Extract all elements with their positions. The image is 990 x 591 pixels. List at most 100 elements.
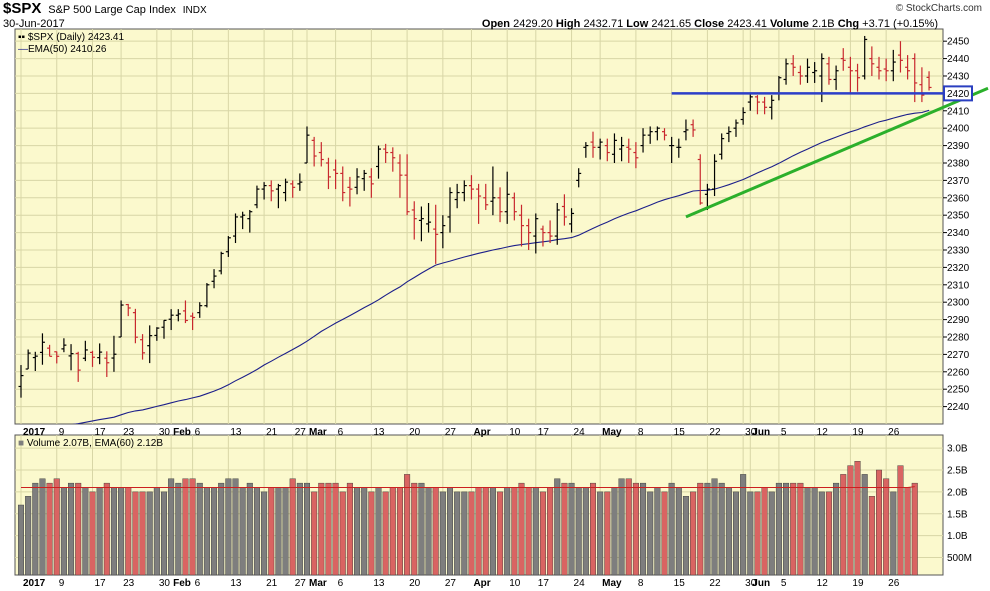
ohlc-bar	[118, 300, 124, 338]
price-x-label: 20	[409, 427, 421, 438]
ohlc-bar	[154, 327, 160, 341]
volume-bar	[418, 482, 425, 576]
volume-x-label: Feb	[173, 578, 191, 589]
price-x-label: 12	[817, 427, 829, 438]
ohlc-bar	[376, 145, 381, 179]
volume-bar	[718, 482, 725, 576]
volume-bar	[497, 491, 504, 576]
ohlc-bar	[147, 325, 153, 364]
volume-bar	[511, 487, 518, 576]
ohlc-bar	[54, 351, 60, 364]
volume-bar	[554, 478, 561, 576]
volume-bar	[125, 487, 132, 576]
volume-tick-label: 2.5B	[947, 466, 968, 477]
volume-bar	[868, 496, 875, 576]
price-x-label: 22	[709, 427, 721, 438]
volume-x-label: 2017	[23, 578, 46, 589]
price-tick-label: 2280	[947, 332, 970, 343]
ohlc-bar	[318, 142, 324, 167]
ohlc-bar	[733, 119, 739, 137]
volume-ema60-line	[21, 486, 915, 488]
ohlc-bar	[783, 58, 789, 85]
price-tick-label: 2320	[947, 263, 970, 274]
ohlc-bar	[919, 67, 925, 103]
volume-x-label: Apr	[473, 578, 490, 589]
price-x-label: Jun	[752, 427, 770, 438]
volume-bar	[282, 487, 289, 576]
price-x-label: 26	[888, 427, 900, 438]
volume-bar	[32, 482, 39, 576]
ohlc-bar	[526, 218, 532, 250]
volume-bar	[725, 487, 732, 576]
volume-bar	[218, 482, 225, 576]
volume-bar	[790, 482, 797, 576]
volume-x-label: 27	[295, 578, 307, 589]
volume-bar	[296, 482, 303, 576]
price-legend-label: $SPX (Daily) 2423.41	[27, 32, 125, 43]
trend-line	[685, 86, 989, 219]
ohlc-bar	[90, 350, 95, 367]
volume-bar	[189, 478, 196, 576]
ohlc-bar	[812, 62, 818, 83]
ohlc-bar	[762, 96, 768, 115]
volume-bar	[568, 482, 575, 576]
volume-bar	[46, 482, 53, 576]
price-x-label: 17	[538, 427, 550, 438]
ohlc-bar	[647, 126, 653, 144]
volume-bar	[275, 487, 282, 576]
volume-x-label: 26	[888, 578, 900, 589]
volume-x-label: 8	[638, 578, 644, 589]
price-tick-label: 2410	[947, 106, 970, 117]
ohlc-bar	[461, 180, 467, 202]
volume-bar	[754, 491, 761, 576]
ohlc-bar	[132, 308, 138, 344]
price-tick-label: 2290	[947, 315, 970, 326]
ohlc-bar	[204, 283, 210, 308]
price-tick-label: 2430	[947, 71, 970, 82]
price-tick-label: 2310	[947, 280, 970, 291]
ohlc-bar	[797, 65, 803, 85]
price-x-label: Mar	[309, 427, 327, 438]
price-x-label: Feb	[173, 427, 191, 438]
brand-watermark: © StockCharts.com	[895, 3, 982, 14]
ohlc-bar	[826, 56, 832, 85]
ohlc-bar	[333, 159, 339, 190]
ohlc-bar	[847, 56, 853, 94]
volume-bar	[246, 482, 253, 576]
ohlc-bar	[304, 126, 310, 164]
volume-bar	[825, 491, 832, 576]
volume-bar	[854, 461, 861, 576]
volume-x-label: Jun	[752, 578, 770, 589]
ohlc-bar	[704, 183, 710, 210]
volume-bar	[661, 491, 668, 576]
volume-bar	[704, 482, 711, 576]
volume-bar	[96, 487, 103, 576]
ohlc-bar	[340, 166, 346, 202]
ohlc-bar	[490, 166, 496, 216]
volume-bar	[268, 487, 275, 576]
open-value: 2429.20	[513, 18, 553, 30]
ohlc-bar	[569, 208, 575, 233]
volume-bar	[396, 487, 403, 576]
volume-bar	[518, 482, 525, 576]
volume-bar	[711, 478, 718, 576]
volume-bar	[811, 487, 818, 576]
volume-bar	[60, 487, 67, 576]
price-tick-label: 2360	[947, 193, 970, 204]
ohlc-bar	[697, 154, 703, 205]
volume-bar	[604, 491, 611, 576]
ohlc-bar	[197, 302, 203, 318]
open-label: Open	[481, 18, 511, 30]
volume-bar	[168, 478, 175, 576]
price-panel	[14, 28, 944, 425]
ohlc-bar	[290, 180, 296, 198]
ohlc-bar	[97, 343, 103, 365]
volume-bar	[747, 491, 754, 576]
volume-bar	[640, 482, 647, 576]
volume-bar	[432, 487, 439, 576]
price-x-label: 6	[338, 427, 344, 438]
ohlc-bar	[354, 168, 360, 195]
volume-x-label: 24	[574, 578, 586, 589]
ohlc-bar	[175, 309, 181, 322]
price-tick-label: 2340	[947, 228, 970, 239]
